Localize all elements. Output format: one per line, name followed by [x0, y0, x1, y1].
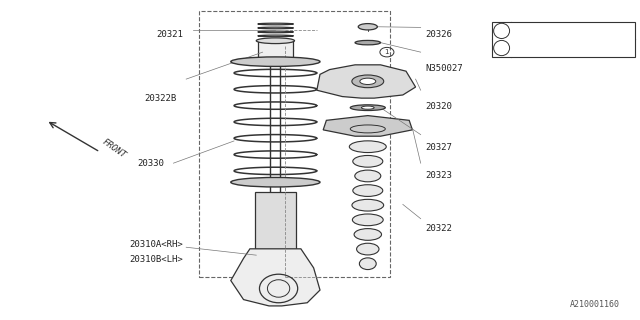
Ellipse shape [493, 40, 509, 56]
Ellipse shape [353, 214, 383, 226]
Text: 1: 1 [499, 44, 504, 52]
Ellipse shape [349, 141, 387, 153]
Text: 20322: 20322 [425, 224, 452, 233]
Text: 20323: 20323 [425, 172, 452, 180]
Bar [255, 192, 296, 249]
Ellipse shape [362, 106, 374, 109]
Ellipse shape [256, 38, 294, 44]
Ellipse shape [358, 24, 378, 30]
Ellipse shape [493, 23, 509, 38]
Text: 20322B: 20322B [145, 94, 177, 103]
Text: A210001160: A210001160 [570, 300, 620, 309]
Bar [257, 41, 293, 62]
Polygon shape [317, 65, 415, 98]
Ellipse shape [355, 40, 381, 45]
Bar [199, 11, 390, 277]
Bar [492, 22, 636, 57]
Text: N380015 <1407- >: N380015 <1407- > [516, 44, 595, 52]
Text: 20321: 20321 [156, 30, 183, 39]
Text: 20326: 20326 [425, 30, 452, 39]
Ellipse shape [353, 156, 383, 167]
Text: N350027: N350027 [425, 63, 463, 73]
Ellipse shape [352, 75, 384, 88]
Polygon shape [323, 116, 412, 136]
Ellipse shape [256, 59, 294, 65]
Text: N350028 < -1407>: N350028 < -1407> [516, 26, 595, 36]
Text: 20330: 20330 [137, 159, 164, 168]
Text: FRONT: FRONT [100, 138, 127, 160]
Ellipse shape [350, 105, 385, 110]
Text: 20327: 20327 [425, 143, 452, 152]
Ellipse shape [360, 258, 376, 269]
Ellipse shape [231, 57, 320, 67]
Text: 1: 1 [499, 26, 504, 36]
Text: 20310B<LH>: 20310B<LH> [129, 255, 183, 264]
Text: 1: 1 [385, 49, 389, 55]
Ellipse shape [354, 228, 381, 240]
Ellipse shape [231, 178, 320, 187]
Ellipse shape [360, 78, 376, 84]
Ellipse shape [355, 170, 381, 182]
Ellipse shape [352, 199, 383, 211]
Ellipse shape [353, 185, 383, 196]
Ellipse shape [356, 243, 379, 255]
Polygon shape [231, 249, 320, 306]
Text: 20320: 20320 [425, 101, 452, 111]
Text: 20310A<RH>: 20310A<RH> [129, 240, 183, 249]
